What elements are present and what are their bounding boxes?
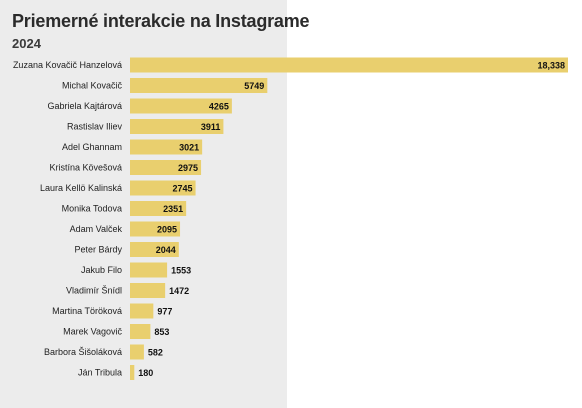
bar (130, 242, 179, 257)
category-label: Rastislav Iliev (67, 122, 123, 132)
category-label: Martina Töröková (52, 306, 122, 316)
bar (130, 221, 181, 237)
value-label: 582 (148, 348, 163, 358)
category-label: Kristína Kövešová (49, 163, 122, 173)
category-label: Marek Vagovič (63, 327, 122, 337)
category-label: Michal Kovačič (62, 81, 123, 91)
value-label: 1472 (169, 286, 189, 296)
bar (130, 160, 202, 175)
value-label: 1553 (171, 266, 191, 276)
value-label: 2351 (163, 204, 183, 214)
value-label: 4265 (209, 102, 229, 112)
bar (130, 262, 168, 278)
value-label: 2044 (156, 245, 176, 255)
value-label: 853 (154, 327, 169, 337)
value-label: 180 (138, 368, 153, 378)
value-label: 2095 (157, 225, 177, 235)
bar (130, 365, 135, 380)
category-label: Gabriela Kajtárová (47, 101, 122, 111)
bar (130, 57, 568, 73)
bar (130, 119, 224, 134)
bar (130, 180, 196, 196)
bar (130, 303, 154, 319)
chart-title: Priemerné interakcie na Instagrame (12, 11, 310, 31)
bar (130, 98, 232, 114)
value-label: 2745 (173, 184, 193, 194)
category-label: Vladimír Šnídl (66, 286, 122, 296)
category-label: Barbora Šišoláková (44, 347, 122, 357)
value-label: 3021 (179, 143, 199, 153)
category-label: Zuzana Kovačič Hanzelová (13, 60, 122, 70)
category-label: Adel Ghannam (62, 142, 122, 152)
bar (130, 139, 203, 155)
value-label: 18,338 (537, 61, 565, 71)
bar (130, 324, 151, 339)
value-label: 3911 (201, 122, 221, 132)
bar (130, 201, 187, 216)
bar (130, 344, 144, 360)
value-label: 2975 (178, 163, 198, 173)
bar (130, 78, 268, 93)
bar (130, 283, 166, 298)
category-label: Monika Todova (62, 204, 122, 214)
value-label: 977 (157, 307, 172, 317)
value-label: 5749 (244, 81, 264, 91)
category-label: Laura Kellö Kalinská (40, 183, 122, 193)
category-label: Adam Valček (70, 224, 123, 234)
category-label: Peter Bárdy (74, 245, 122, 255)
category-label: Jakub Filo (81, 265, 122, 275)
chart-subtitle: 2024 (12, 36, 41, 51)
category-label: Ján Tribula (78, 368, 122, 378)
